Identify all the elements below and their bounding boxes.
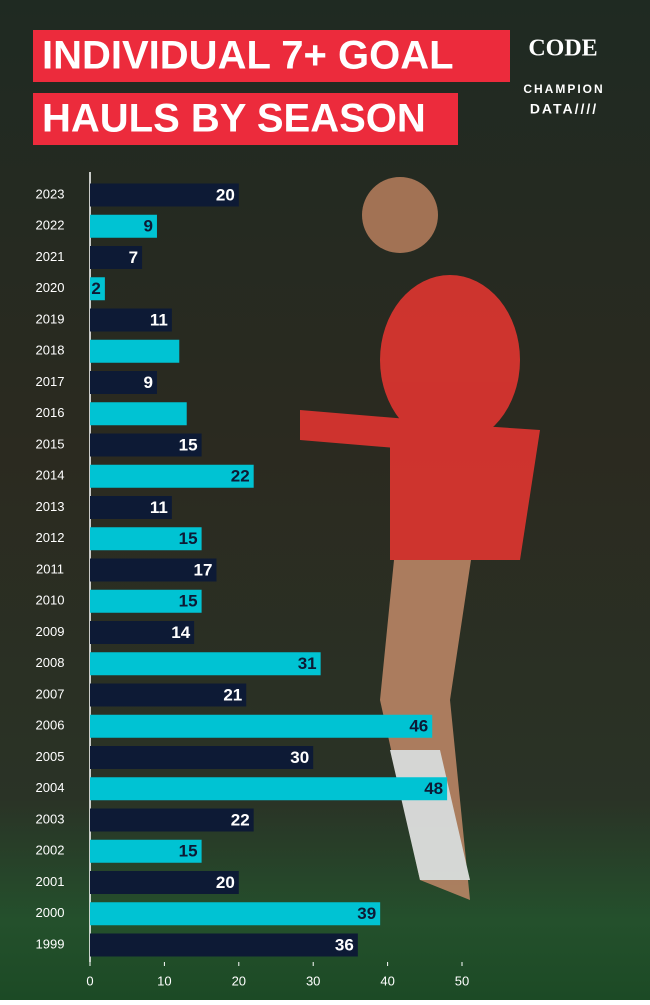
value-label: 17 bbox=[194, 560, 213, 579]
logo: CHAMPION bbox=[523, 82, 604, 96]
y-tick-label: 2006 bbox=[36, 718, 65, 733]
bar bbox=[90, 839, 202, 863]
x-tick-label: 30 bbox=[306, 973, 320, 988]
y-tick-label: 2012 bbox=[36, 530, 65, 545]
value-label: 21 bbox=[223, 685, 242, 704]
logo: DATA//// bbox=[530, 101, 598, 117]
y-tick-label: 2020 bbox=[36, 280, 65, 295]
value-label: 7 bbox=[129, 248, 138, 267]
y-tick-label: 2019 bbox=[36, 311, 65, 326]
x-tick-label: 50 bbox=[455, 973, 469, 988]
value-label: 36 bbox=[335, 935, 354, 954]
value-label: 20 bbox=[216, 185, 235, 204]
y-tick-label: 2000 bbox=[36, 905, 65, 920]
bar bbox=[90, 652, 321, 676]
y-tick-label: 2021 bbox=[36, 249, 65, 264]
value-label: 22 bbox=[231, 467, 250, 486]
y-tick-label: 2014 bbox=[36, 468, 65, 483]
value-label: 15 bbox=[179, 842, 198, 861]
value-label: 9 bbox=[143, 217, 152, 236]
y-tick-label: 2015 bbox=[36, 436, 65, 451]
y-tick-label: 2005 bbox=[36, 749, 65, 764]
bar bbox=[90, 183, 239, 207]
y-tick-label: 2004 bbox=[36, 780, 65, 795]
value-label: 11 bbox=[150, 310, 168, 329]
y-tick-label: 2008 bbox=[36, 655, 65, 670]
bar bbox=[90, 746, 314, 769]
y-tick-label: 2001 bbox=[36, 874, 65, 889]
y-tick-label: 2016 bbox=[36, 405, 65, 420]
title-box bbox=[33, 30, 510, 82]
value-label: 15 bbox=[179, 592, 198, 611]
value-label: 22 bbox=[231, 810, 250, 829]
value-label: 31 bbox=[298, 654, 317, 673]
x-tick-label: 40 bbox=[380, 973, 394, 988]
value-label: 9 bbox=[143, 373, 152, 392]
bar bbox=[90, 214, 157, 238]
y-tick-label: 2002 bbox=[36, 843, 65, 858]
y-tick-label: 2023 bbox=[36, 186, 65, 201]
value-label: 2 bbox=[91, 279, 100, 298]
value-label: 39 bbox=[357, 904, 376, 923]
x-tick-label: 20 bbox=[232, 973, 246, 988]
y-tick-label: 2007 bbox=[36, 686, 65, 701]
value-label: 46 bbox=[409, 717, 428, 736]
value-label: 20 bbox=[216, 873, 235, 892]
value-label: 11 bbox=[150, 498, 168, 517]
bar bbox=[90, 714, 433, 738]
value-label: 14 bbox=[171, 623, 190, 642]
bar bbox=[90, 402, 187, 426]
bar bbox=[90, 902, 381, 926]
bar bbox=[90, 277, 105, 301]
y-tick-label: 2009 bbox=[36, 624, 65, 639]
value-label: 15 bbox=[179, 435, 198, 454]
bar bbox=[90, 371, 157, 394]
value-label: 30 bbox=[290, 748, 309, 767]
y-tick-label: 2010 bbox=[36, 593, 65, 608]
player-figure bbox=[300, 177, 540, 900]
bar bbox=[90, 308, 172, 332]
value-label: 48 bbox=[424, 779, 443, 798]
bar bbox=[90, 871, 239, 894]
bar bbox=[90, 808, 254, 832]
bar bbox=[90, 496, 172, 519]
bar bbox=[90, 246, 143, 269]
bar bbox=[90, 777, 448, 801]
x-tick-label: 10 bbox=[157, 973, 171, 988]
y-tick-label: 2017 bbox=[36, 374, 65, 389]
y-tick-label: 2003 bbox=[36, 811, 65, 826]
logo: CODE bbox=[528, 36, 597, 62]
bar bbox=[90, 433, 202, 457]
chart-title: HAULS BY SEASON bbox=[42, 97, 426, 141]
x-tick-label: 0 bbox=[86, 973, 93, 988]
bar bbox=[90, 621, 195, 644]
bar bbox=[90, 933, 358, 957]
bar bbox=[90, 339, 180, 363]
y-tick-label: 2022 bbox=[36, 218, 65, 233]
bar bbox=[90, 527, 202, 551]
bar bbox=[90, 558, 217, 582]
value-label: 15 bbox=[179, 529, 198, 548]
bar bbox=[90, 464, 254, 488]
y-tick-label: 2018 bbox=[36, 343, 65, 358]
y-tick-label: 2013 bbox=[36, 499, 65, 514]
y-tick-label: 2011 bbox=[36, 561, 64, 576]
title-box bbox=[33, 93, 458, 145]
bar bbox=[90, 589, 202, 613]
bar bbox=[90, 683, 247, 707]
y-tick-label: 1999 bbox=[36, 936, 65, 951]
chart-title: INDIVIDUAL 7+ GOAL bbox=[42, 34, 454, 78]
